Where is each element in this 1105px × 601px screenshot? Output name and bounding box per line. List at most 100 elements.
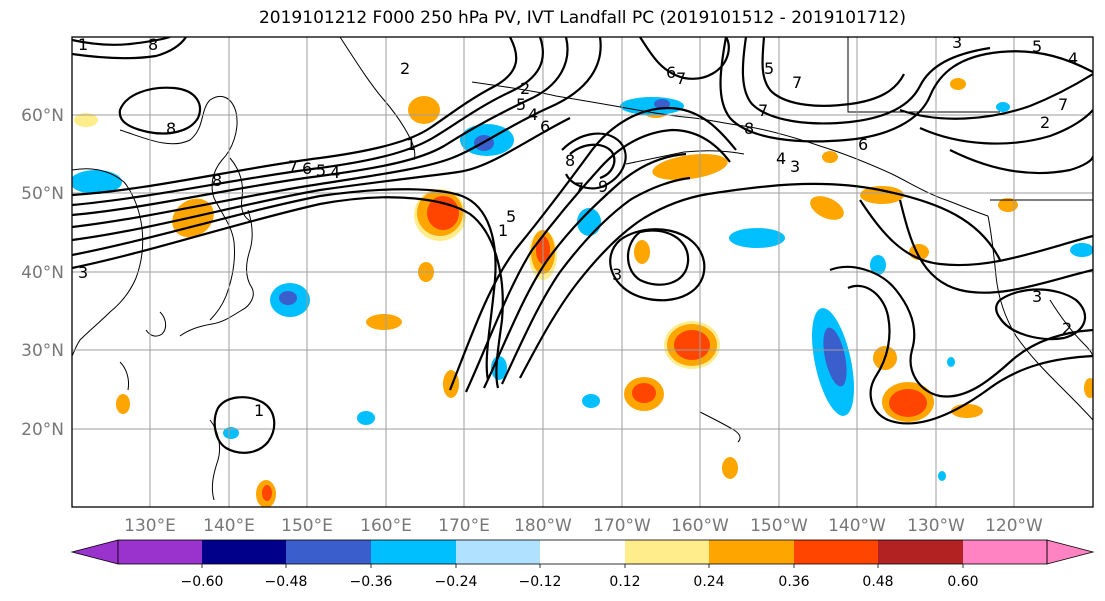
contour-label: 5: [1032, 37, 1042, 56]
colorbar-segment: [963, 540, 1047, 564]
positive-pv-anomalies: [74, 78, 1093, 507]
ivt-contours: [72, 37, 1093, 454]
pv-blob: [634, 240, 650, 264]
contour-label: 1: [78, 35, 88, 54]
pv-blob: [870, 255, 886, 275]
contour-label: 3: [78, 263, 88, 282]
contour-line: [761, 37, 905, 107]
colorbar-segment: [540, 540, 625, 564]
pv-blob: [938, 471, 946, 481]
lon-label: 140°E: [203, 516, 255, 536]
contour-line: [483, 152, 687, 389]
contour-line: [464, 128, 731, 393]
lon-label: 160°E: [360, 516, 412, 536]
contour-line: [72, 37, 187, 60]
pv-blob: [1070, 243, 1093, 257]
pv-blob: [889, 389, 927, 417]
lon-label: 170°W: [593, 516, 651, 536]
contour-label: 3: [952, 33, 962, 52]
pv-shading: [72, 78, 1093, 507]
contour-line: [118, 86, 201, 135]
contour-line: [569, 143, 616, 180]
colorbar-segment: [456, 540, 540, 564]
pv-blob: [632, 383, 656, 403]
colorbar-segment: [794, 540, 878, 564]
contour-line: [899, 73, 1093, 120]
contour-line: [72, 188, 497, 381]
contour-line: [898, 199, 1093, 294]
pv-blob: [72, 170, 122, 194]
contour-line: [627, 229, 690, 286]
lat-label: 40°N: [21, 263, 64, 283]
contour-label: 3: [1032, 287, 1042, 306]
lon-label: 170°E: [438, 516, 490, 536]
colorbar-tick-label: −0.48: [265, 574, 308, 590]
contour-label: 2: [1062, 319, 1072, 338]
pv-blob: [951, 404, 983, 418]
pv-blob: [116, 394, 130, 414]
contour-line: [919, 109, 1093, 145]
contour-label: 6: [540, 117, 550, 136]
contour-line: [639, 37, 730, 80]
pv-blob: [366, 314, 402, 330]
negative-pv-anomalies: [72, 97, 1093, 481]
map-frame: [71, 36, 1094, 508]
contour-line: [72, 117, 571, 242]
lon-label: 180°W: [514, 516, 572, 536]
contour-label: 1: [406, 135, 416, 154]
contour-label: 8: [166, 119, 176, 138]
colorbar-tick-label: 0.48: [862, 574, 893, 590]
contour-line: [72, 37, 171, 46]
contour-label: 7: [676, 69, 686, 88]
contour-label: 8: [148, 35, 158, 54]
contour-label: 3: [612, 265, 622, 284]
pv-blob: [998, 198, 1018, 212]
contour-line: [741, 37, 991, 125]
contour-label: 1: [498, 221, 508, 240]
contour-line: [609, 228, 706, 302]
contour-label: 6: [666, 63, 676, 82]
pv-blob: [950, 78, 966, 90]
pv-blob: [860, 186, 904, 204]
pv-blob: [1084, 378, 1093, 398]
colorbar-segment: [371, 540, 456, 564]
pv-blob: [822, 151, 838, 163]
colorbar-segment: [709, 540, 794, 564]
lon-label: 150°W: [750, 516, 808, 536]
pv-blob: [582, 394, 600, 408]
colorbar-segment: [625, 540, 709, 564]
colorbar-tick-label: −0.60: [181, 574, 224, 590]
contour-label: 7: [1058, 95, 1068, 114]
pv-blob: [262, 485, 272, 501]
pv-blob: [654, 99, 670, 109]
contour-label: 4: [330, 163, 340, 182]
contour-label: 7: [758, 101, 768, 120]
contour-line: [847, 284, 1093, 425]
contour-line: [949, 149, 1093, 175]
pv-blob: [577, 208, 601, 236]
contour-label: 2: [520, 79, 530, 98]
lat-label: 50°N: [21, 184, 64, 204]
colorbar-tick-label: −0.12: [519, 574, 562, 590]
lon-label: 130°W: [907, 516, 965, 536]
lat-label: 30°N: [21, 341, 64, 361]
contour-line: [72, 37, 602, 229]
colorbar-segment: [202, 540, 286, 564]
pv-blob: [729, 228, 785, 248]
contour-line: [519, 182, 1001, 379]
contour-line: [859, 199, 1093, 267]
colorbar-tick-label: 0.24: [693, 574, 724, 590]
contour-label: 5: [506, 207, 516, 226]
contour-line: [501, 176, 691, 385]
colorbar-segment: [118, 540, 202, 564]
lon-label: 150°E: [281, 516, 333, 536]
contour-label: 9: [598, 177, 608, 196]
contour-label: 8: [565, 151, 575, 170]
colorbar-tick-label: 0.36: [778, 574, 809, 590]
pv-blob: [279, 291, 297, 305]
contour-line: [72, 37, 544, 207]
contour-label: 7: [288, 157, 298, 176]
colorbar-segment: [878, 540, 963, 564]
contour-label: 7: [574, 179, 584, 198]
